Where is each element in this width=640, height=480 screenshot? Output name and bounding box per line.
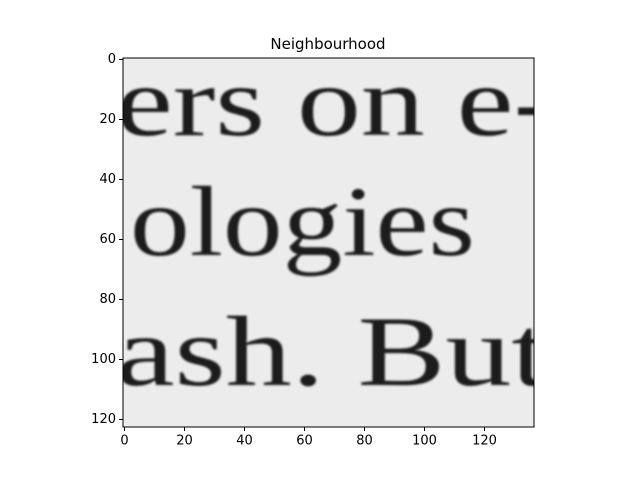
x-tick-label: 100 [412,434,437,449]
y-tick-label: 20 [99,112,116,127]
image-text: ers on e- [116,46,556,157]
x-tick-label: 120 [472,434,497,449]
image: ers on e-ologies ash. But [116,46,556,427]
y-tick-label: 60 [99,232,116,247]
y-tick-label: 80 [99,292,116,307]
y-tick-label: 120 [91,412,116,427]
image-background [123,58,534,427]
axes-frame [122,57,535,428]
x-tick-label: 0 [120,434,128,449]
image-text: ash. But [116,296,548,407]
x-tick-label: 60 [296,434,313,449]
x-tick-label: 80 [356,434,373,449]
y-tick-label: 100 [91,352,116,367]
y-tick-label: 0 [108,52,116,67]
x-tick-label: 20 [176,434,193,449]
x-tick-label: 40 [236,434,253,449]
chart-title: Neighbourhood [270,35,385,53]
image-text: ologies [130,166,475,277]
y-tick-label: 40 [99,172,116,187]
